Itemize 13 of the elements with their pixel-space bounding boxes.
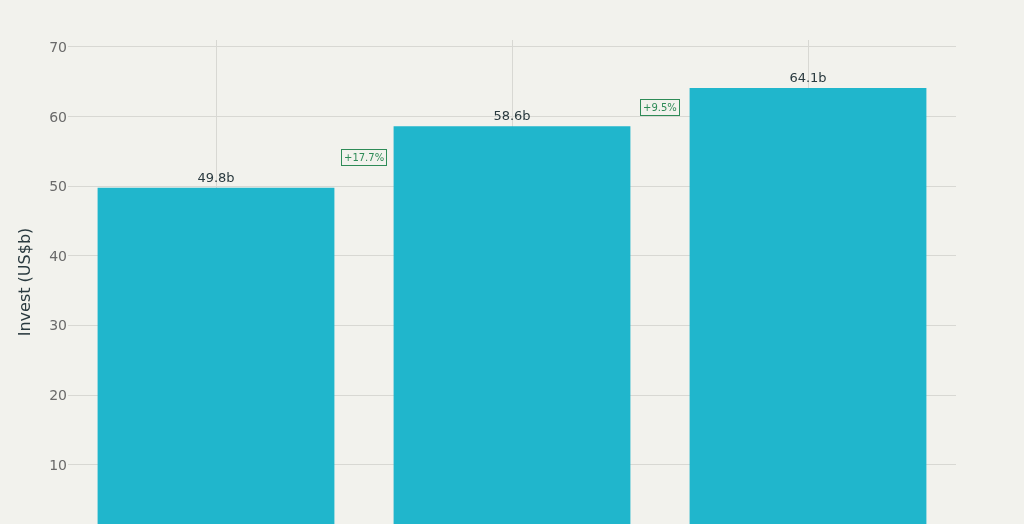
annotation: +17.7% bbox=[344, 152, 385, 163]
y-tick-label: 50 bbox=[49, 178, 67, 195]
y-tick-label: 20 bbox=[49, 387, 67, 404]
y-axis-title: Invest (US$b) bbox=[15, 227, 35, 337]
y-tick-label: 70 bbox=[49, 38, 67, 55]
y-tick-label: 40 bbox=[49, 247, 67, 264]
annotation: +9.5% bbox=[643, 102, 677, 113]
data-label: 64.1b bbox=[789, 70, 827, 86]
y-tick-label: 30 bbox=[49, 317, 67, 334]
y-tick-label: 10 bbox=[49, 456, 67, 473]
data-label: 49.8b bbox=[197, 169, 235, 185]
data-label: 58.6b bbox=[493, 108, 531, 124]
y-tick-label: 60 bbox=[49, 108, 67, 125]
